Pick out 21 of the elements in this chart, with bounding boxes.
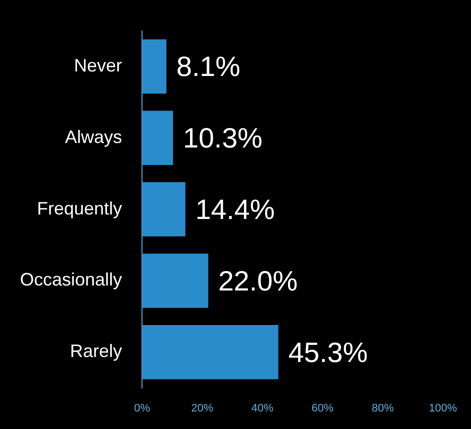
x-tick-label: 20% (191, 402, 214, 414)
data-label: 45.3% (288, 336, 368, 368)
y-tick-label: Frequently (36, 198, 122, 218)
y-tick-label: Never (74, 55, 122, 76)
x-tick-label: 40% (251, 402, 274, 414)
y-tick-label: Occasionally (20, 270, 122, 290)
data-label: 14.4% (195, 194, 275, 226)
y-tick-label: Rarely (70, 341, 122, 362)
bar (142, 182, 186, 236)
bar (142, 39, 166, 94)
x-tick-label: 100% (428, 402, 458, 414)
y-tick-label: Always (65, 126, 122, 147)
bar (142, 324, 278, 380)
x-tick-label: 80% (372, 402, 394, 414)
data-label: 10.3% (183, 122, 262, 154)
bar (142, 254, 208, 308)
x-tick-label: 60% (312, 402, 334, 414)
data-label: 8.1% (176, 51, 240, 82)
x-tick-label: 0% (134, 402, 150, 414)
data-label: 22.0% (218, 265, 298, 296)
bar (142, 110, 174, 166)
